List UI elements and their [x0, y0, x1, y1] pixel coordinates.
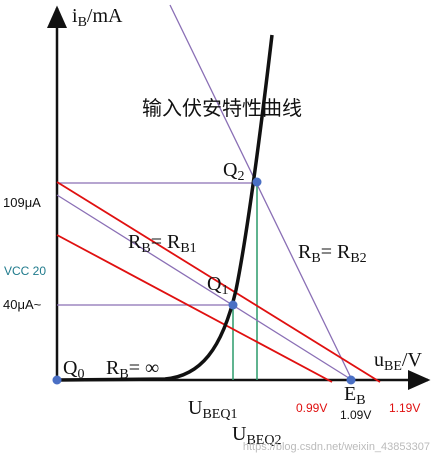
- label-q0: Q0: [63, 357, 84, 382]
- red-line: [56, 234, 333, 383]
- label-q1: Q1: [207, 273, 228, 298]
- x-axis-label: uBE/V: [374, 349, 422, 374]
- label-eb: EB: [344, 383, 366, 408]
- annotation: 1.19V: [389, 401, 420, 415]
- label-ubeq1: UBEQ1: [188, 397, 237, 422]
- load-line-rb2: [169, 4, 353, 381]
- annotation: VCC 20: [4, 264, 46, 278]
- point-eb: [346, 375, 356, 385]
- label-rbinf: RB= ∞: [106, 357, 159, 382]
- annotation: 0.99V: [296, 401, 327, 415]
- point-q1: [228, 300, 238, 310]
- red-line: [56, 181, 381, 383]
- label-rb1: RB= RB1: [128, 231, 197, 256]
- iv-curve: [56, 34, 274, 382]
- watermark: https://blog.csdn.net/weixin_43853307: [243, 441, 430, 453]
- title: 输入伏安特性曲线: [142, 96, 302, 120]
- label-ubeq2: UBEQ2: [232, 423, 281, 448]
- annotation: 109μA: [3, 195, 41, 210]
- point-q2: [252, 177, 262, 187]
- annotation: 1.09V: [340, 408, 371, 422]
- load-line-rb1: [56, 194, 353, 381]
- point-q0: [52, 375, 62, 385]
- y-axis-label: iB/mA: [72, 5, 123, 30]
- annotation: 40μA~: [3, 297, 42, 312]
- label-rb2: RB= RB2: [298, 241, 367, 266]
- label-q2: Q2: [223, 159, 244, 184]
